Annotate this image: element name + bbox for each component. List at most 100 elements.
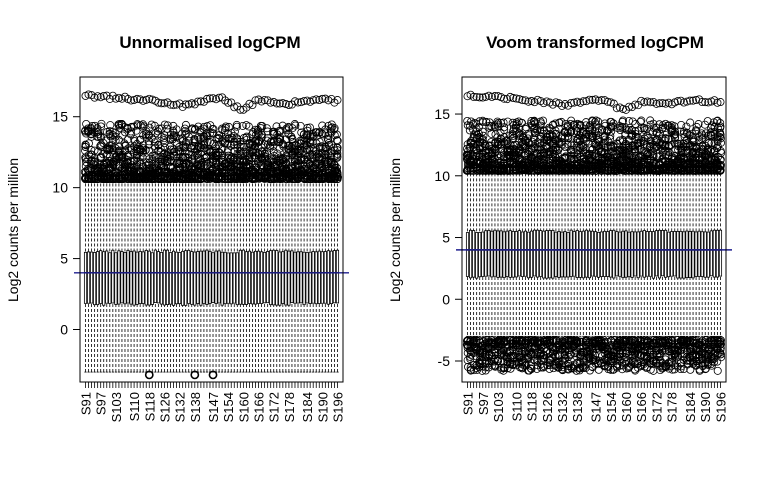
sample-box — [584, 171, 588, 337]
outlier-point — [81, 158, 90, 167]
sample-box — [642, 171, 646, 337]
iqr-box — [199, 250, 203, 306]
sample-box — [99, 180, 103, 373]
iqr-box — [624, 230, 628, 278]
iqr-box — [612, 229, 616, 279]
iqr-box — [523, 230, 527, 277]
outlier-point — [172, 133, 181, 142]
iqr-box — [679, 230, 683, 279]
sample-box — [90, 180, 94, 373]
iqr-box — [508, 230, 512, 278]
iqr-box — [287, 250, 291, 306]
sample-box — [718, 171, 723, 337]
sample-box — [126, 180, 130, 373]
sample-box — [472, 171, 476, 337]
iqr-box — [703, 231, 707, 278]
sample-box — [703, 171, 707, 337]
sample-box — [600, 171, 604, 337]
iqr-box — [223, 251, 227, 305]
iqr-box — [581, 230, 585, 279]
iqr-box — [496, 230, 500, 278]
x-tick-label: S91 — [79, 392, 94, 415]
iqr-box — [657, 229, 662, 279]
iqr-box — [302, 251, 306, 306]
outlier-point — [106, 121, 115, 130]
sample-box — [630, 171, 634, 337]
outlier-point — [105, 130, 114, 139]
iqr-box — [150, 252, 154, 305]
iqr-box — [275, 250, 279, 306]
outlier-point — [163, 121, 172, 130]
iqr-box — [114, 252, 118, 305]
outlier-point — [160, 134, 169, 143]
outlier-point — [160, 139, 169, 148]
sample-box — [281, 180, 285, 373]
iqr-box — [609, 230, 613, 278]
outlier-point — [300, 150, 309, 159]
iqr-box — [533, 229, 537, 277]
sample-box — [305, 180, 309, 373]
sample-box — [335, 180, 340, 373]
outlier-point — [90, 146, 99, 155]
sample-box — [709, 171, 713, 337]
iqr-box — [490, 230, 494, 278]
sample-box — [679, 171, 683, 337]
iqr-box — [190, 251, 194, 305]
sample-box — [320, 180, 324, 373]
sample-box — [575, 171, 579, 337]
iqr-box — [138, 251, 142, 305]
outlier-point — [111, 128, 120, 137]
sample-box — [487, 171, 491, 337]
outlier-point — [93, 132, 102, 141]
iqr-box — [247, 250, 252, 304]
panel-unnormalised: Unnormalised logCPM Log2 counts per mill… — [5, 33, 349, 422]
sample-box — [572, 171, 576, 337]
x-tick-label: S138 — [188, 392, 203, 422]
x-tick-label: S132 — [173, 392, 188, 422]
outlier-point — [99, 150, 108, 159]
x-tick-label: S154 — [221, 392, 236, 422]
iqr-box — [323, 251, 327, 304]
sample-box — [269, 180, 273, 373]
sample-box — [187, 180, 191, 373]
x-tick-label: S160 — [236, 392, 251, 422]
outlier-point — [288, 124, 297, 133]
iqr-box — [502, 231, 506, 279]
sample-box — [673, 171, 677, 337]
outlier-point — [232, 122, 241, 131]
sample-box — [226, 180, 230, 373]
sample-box — [554, 171, 558, 337]
sample-box — [581, 171, 585, 337]
outlier-point — [166, 130, 175, 139]
outlier-point — [127, 127, 136, 136]
sample-box — [181, 180, 185, 373]
sample-box — [93, 180, 97, 373]
sample-box — [132, 180, 136, 373]
sample-box — [256, 180, 261, 373]
outlier-point — [226, 154, 235, 163]
iqr-box — [320, 251, 324, 304]
iqr-box — [181, 250, 185, 306]
iqr-box — [141, 251, 145, 304]
outlier-point — [260, 149, 269, 158]
iqr-box — [688, 231, 692, 278]
iqr-box — [135, 251, 139, 305]
x-tick-label: S110 — [127, 392, 142, 421]
iqr-box — [469, 229, 473, 279]
sample-box — [551, 171, 555, 337]
sample-box — [311, 180, 315, 373]
sample-box — [293, 180, 297, 373]
iqr-box — [220, 251, 224, 306]
sample-box — [648, 171, 652, 337]
sample-box — [314, 180, 318, 373]
iqr-box — [578, 231, 582, 278]
iqr-box — [311, 251, 315, 304]
sample-box — [511, 171, 515, 337]
outlier-point — [262, 124, 271, 133]
sample-box — [496, 171, 500, 337]
sample-box — [624, 171, 628, 337]
sample-box — [150, 180, 154, 373]
iqr-box — [187, 249, 191, 304]
sample-box — [593, 171, 598, 337]
iqr-box — [472, 230, 476, 278]
